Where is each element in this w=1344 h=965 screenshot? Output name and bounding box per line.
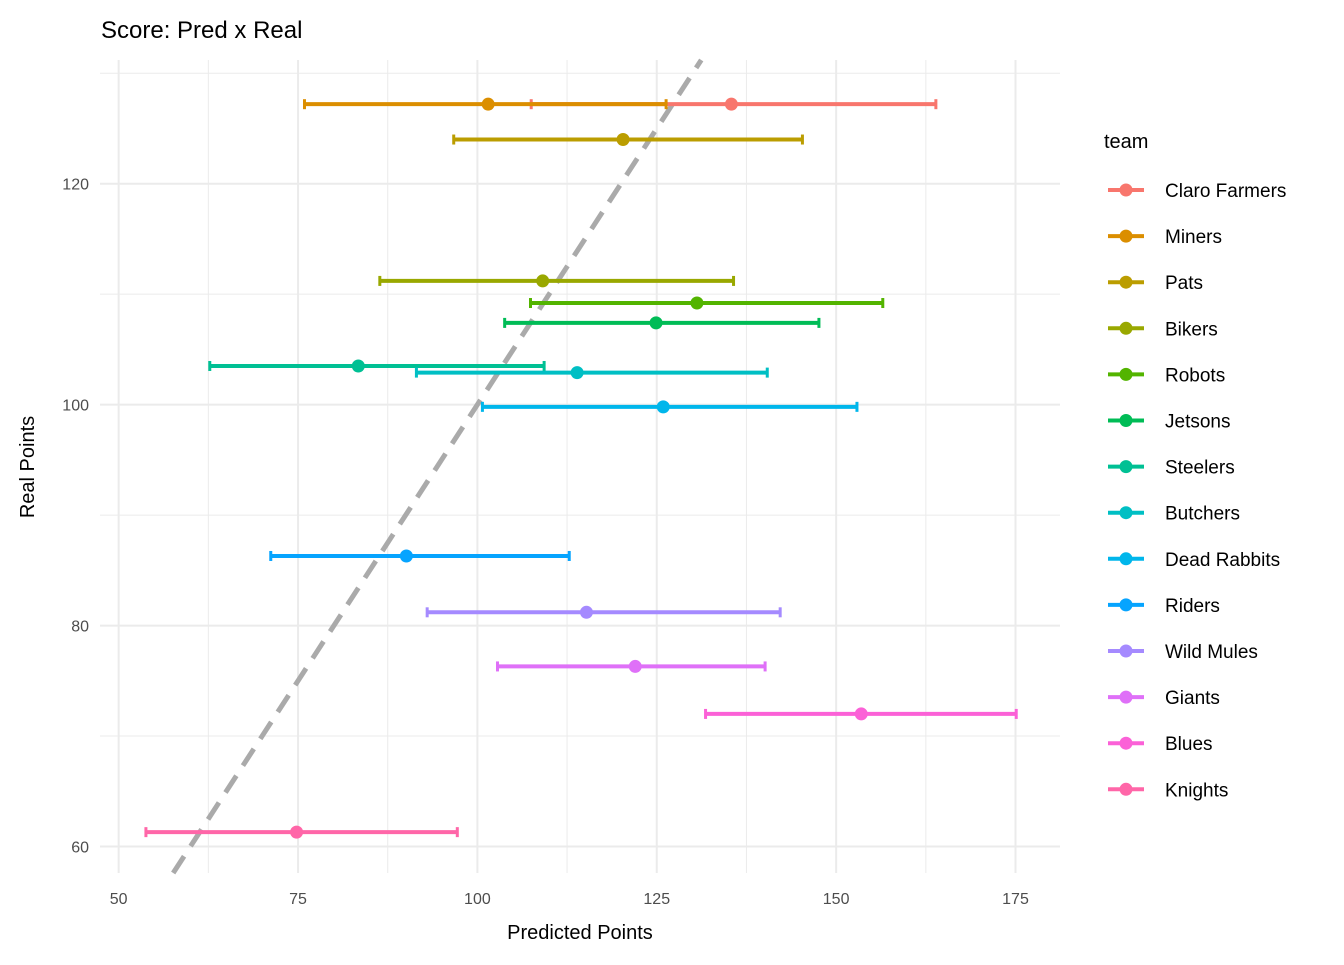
reference-line [171,58,704,875]
team-mark-giants [495,659,767,673]
legend-item: Giants [1108,688,1220,709]
x-axis-ticks: 50 75 100 125 150 175 [110,891,1029,908]
team-mark-butchers [414,366,769,380]
legend-key-point [1119,736,1133,750]
data-point [481,97,495,111]
team-mark-robots [528,296,885,310]
data-marks [144,97,1018,839]
legend-key-point [1119,552,1133,566]
data-point [690,296,704,310]
legend-label: Robots [1165,365,1225,386]
team-mark-blues [704,707,1018,721]
data-point [536,274,550,288]
legend-label: Steelers [1165,458,1235,479]
y-tick-label: 80 [71,619,89,636]
legend-label: Dead Rabbits [1165,550,1280,571]
legend-label: Wild Mules [1165,642,1258,663]
team-mark-bikers [378,274,736,288]
legend-label: Knights [1165,780,1228,801]
legend-key-point [1119,229,1133,243]
legend-key-point [1119,782,1133,796]
y-axis-label: Real Points [17,416,39,518]
legend-item: Claro Farmers [1108,181,1286,202]
legend-label: Blues [1165,734,1213,755]
legend-key-point [1119,644,1133,658]
team-mark-dead-rabbits [480,400,859,414]
legend-key-point [1119,460,1133,474]
legend-item: Knights [1108,780,1228,801]
legend-key-point [1119,321,1133,335]
legend-label: Claro Farmers [1165,181,1286,202]
legend-item: Blues [1108,734,1213,755]
x-axis-label: Predicted Points [507,922,653,944]
legend-label: Giants [1165,688,1220,709]
x-tick-label: 125 [643,891,670,908]
data-point [854,707,868,721]
x-tick-label: 175 [1002,891,1029,908]
team-mark-pats [452,133,804,147]
grid [100,60,1060,873]
data-point [616,133,630,147]
data-point [628,659,642,673]
legend-label: Butchers [1165,504,1240,525]
legend-key-point [1119,275,1133,289]
data-point [656,400,670,414]
chart-title: Score: Pred x Real [101,17,302,44]
data-point [290,825,304,839]
team-mark-steelers [208,359,546,373]
data-point [724,97,738,111]
legend-key-point [1119,367,1133,381]
data-point [351,359,365,373]
legend-item: Dead Rabbits [1108,550,1280,571]
data-point [649,316,663,330]
legend: Claro Farmers Miners Pats Bikers Robots Jetso… [1108,181,1286,801]
legend-item: Robots [1108,365,1225,386]
legend-item: Jetsons [1108,412,1230,433]
team-mark-wild-mules [425,605,782,619]
legend-label: Jetsons [1165,412,1230,433]
team-mark-riders [269,549,571,563]
y-tick-label: 120 [62,177,89,194]
legend-label: Bikers [1165,319,1218,340]
legend-item: Miners [1108,227,1222,248]
legend-key-point [1119,598,1133,612]
data-point [579,605,593,619]
legend-key-point [1119,183,1133,197]
x-tick-label: 150 [823,891,850,908]
reference-line-group [171,58,704,875]
team-mark-knights [144,825,459,839]
y-tick-label: 60 [71,839,89,856]
legend-item: Pats [1108,273,1203,294]
legend-item: Wild Mules [1108,642,1258,663]
legend-item: Butchers [1108,504,1240,525]
data-point [399,549,413,563]
legend-key-point [1119,414,1133,427]
x-tick-label: 75 [289,891,307,908]
legend-item: Bikers [1108,319,1218,340]
legend-key-point [1119,506,1133,520]
x-tick-label: 100 [464,891,491,908]
legend-label: Miners [1165,227,1222,248]
legend-title: team [1104,131,1148,153]
legend-item: Steelers [1108,458,1235,479]
y-axis-ticks: 60 80 100 120 [62,177,89,857]
legend-label: Riders [1165,596,1220,617]
x-tick-label: 50 [110,891,128,908]
y-tick-label: 100 [62,398,89,415]
data-point [570,366,584,380]
team-mark-miners [302,97,668,111]
team-mark-jetsons [503,316,821,330]
legend-key-point [1119,690,1133,704]
legend-label: Pats [1165,273,1203,294]
legend-item: Riders [1108,596,1220,617]
